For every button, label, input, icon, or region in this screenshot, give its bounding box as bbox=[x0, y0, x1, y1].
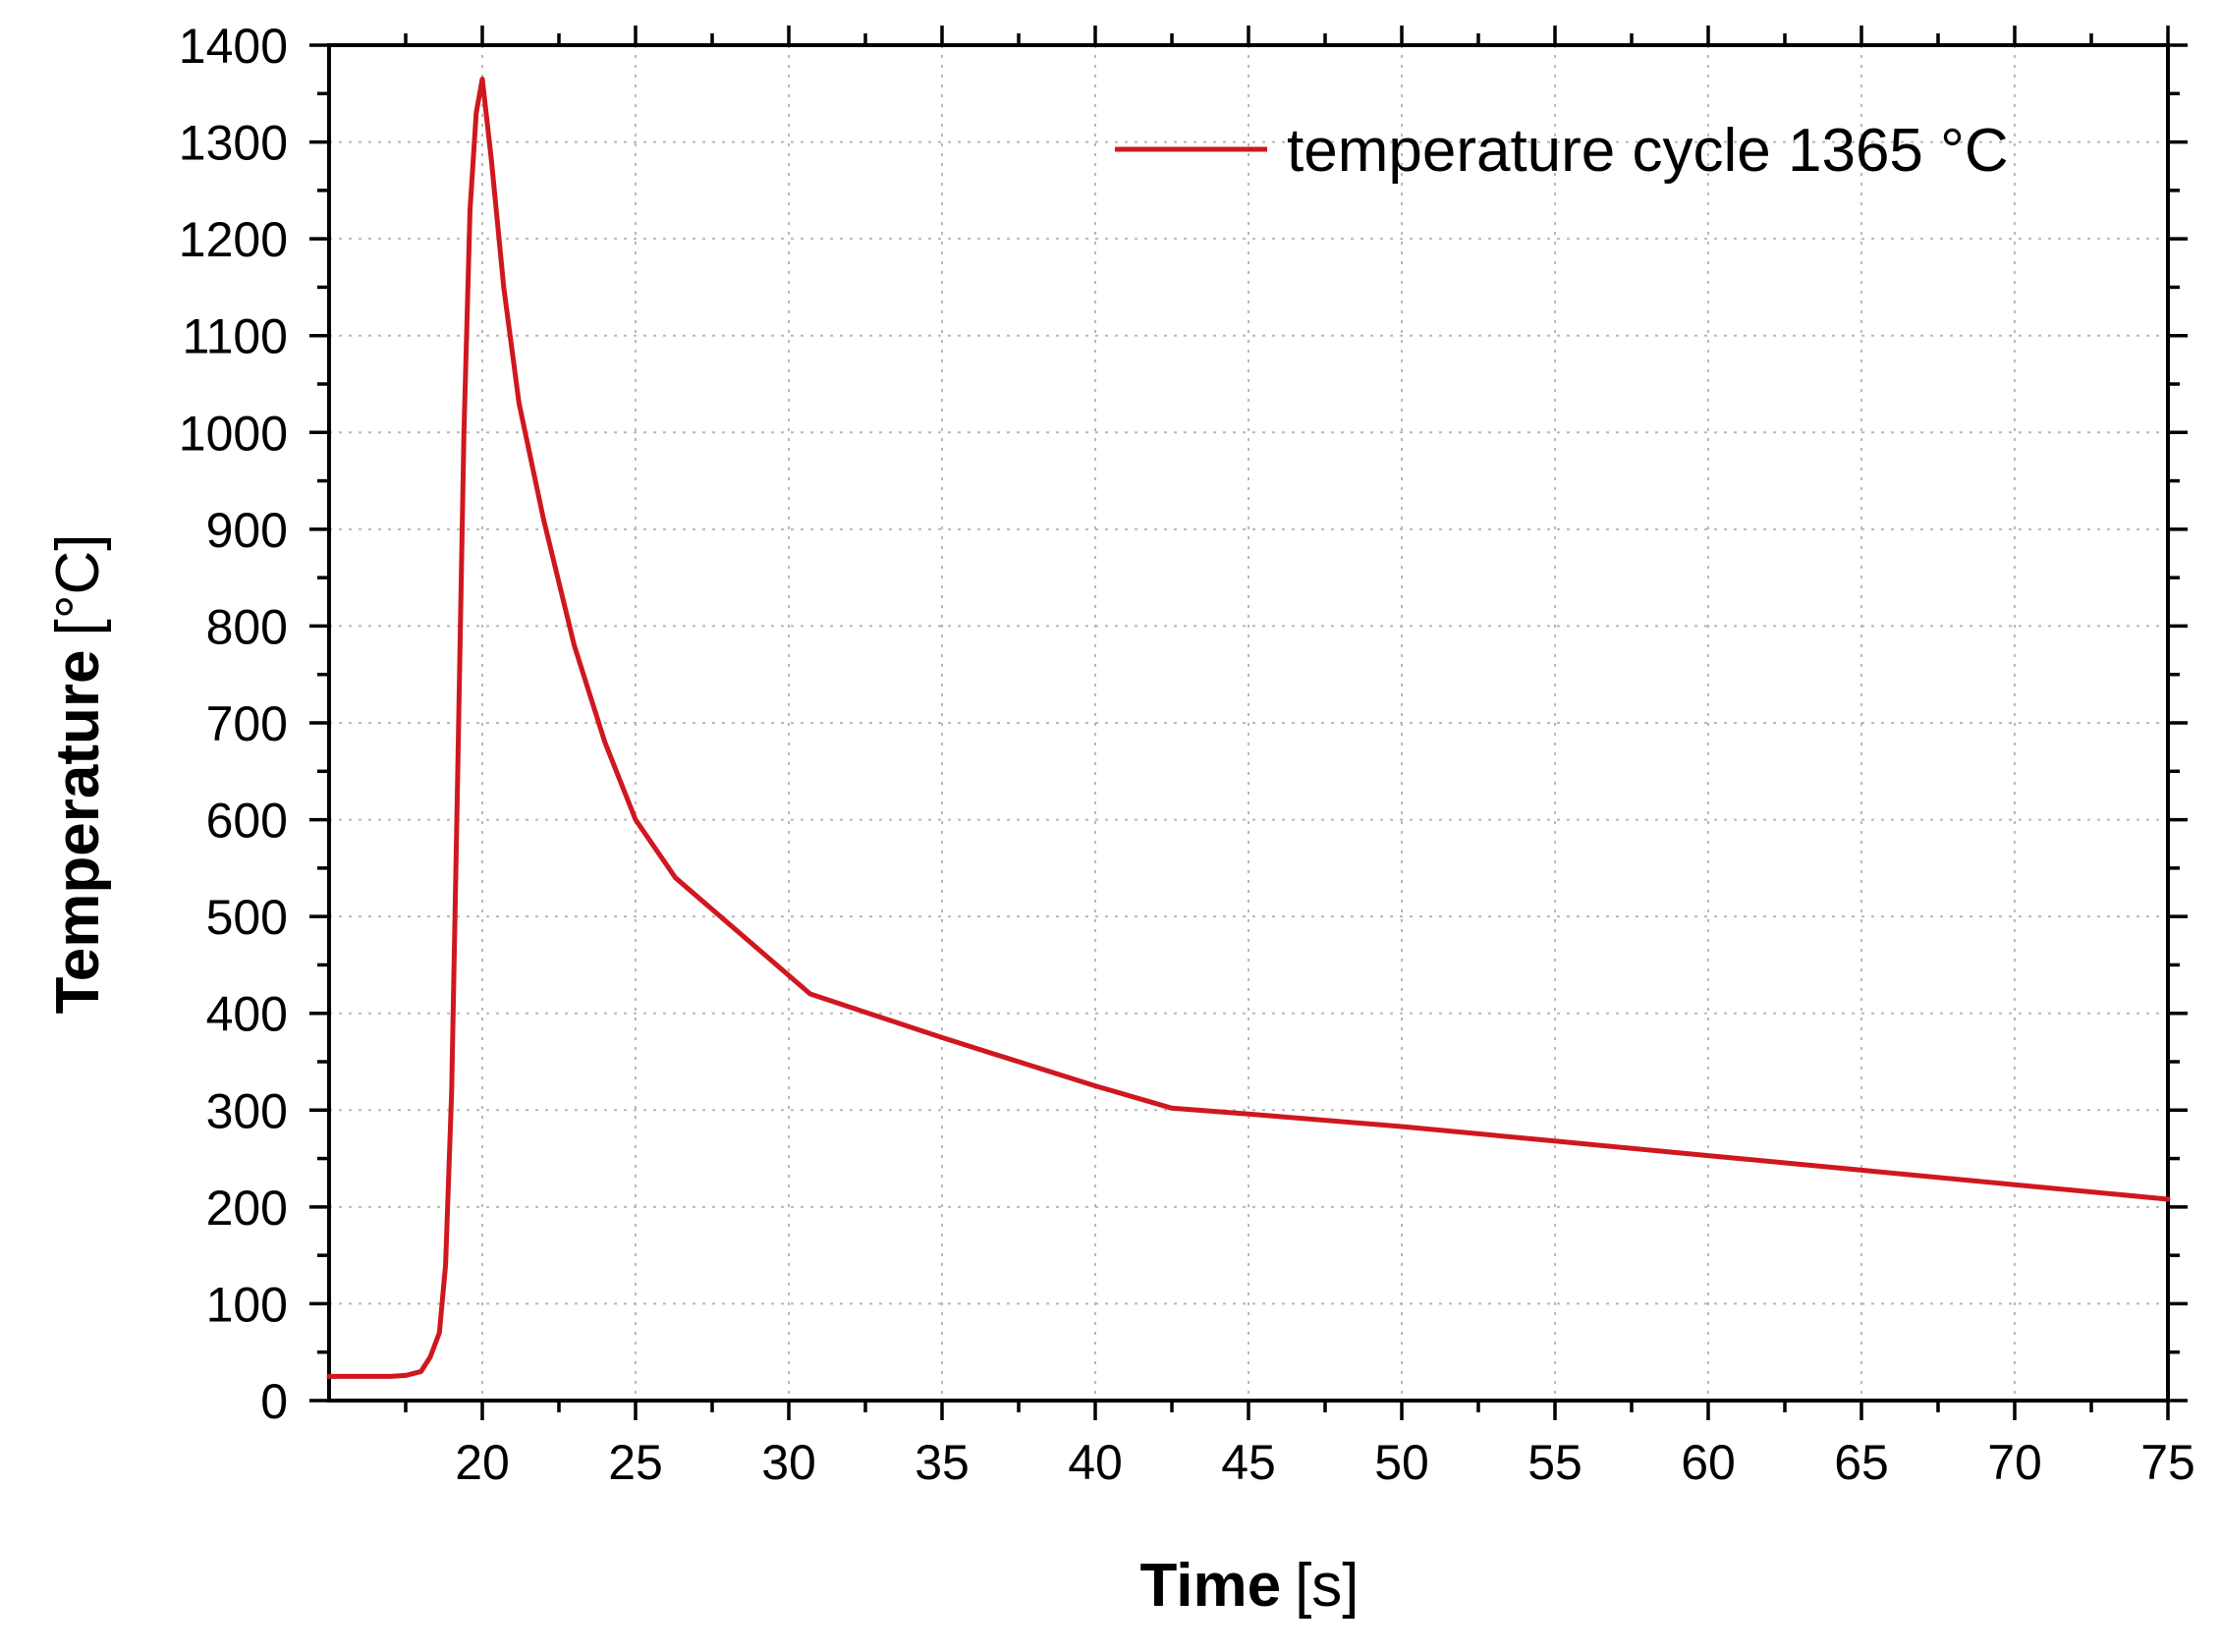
y-tick-label: 1400 bbox=[179, 19, 288, 74]
x-tick-label: 70 bbox=[1987, 1435, 2042, 1490]
y-tick-label: 0 bbox=[260, 1374, 288, 1429]
plot-frame bbox=[327, 43, 2170, 1403]
x-tick-label: 50 bbox=[1374, 1435, 1429, 1490]
x-tick-label: 25 bbox=[608, 1435, 663, 1490]
y-axis-title-main: Temperature bbox=[44, 650, 112, 1015]
y-axis-title-unit: [°C] bbox=[44, 533, 112, 635]
x-tick-label: 20 bbox=[455, 1435, 510, 1490]
series-line-temperature-cycle bbox=[326, 77, 2171, 1379]
y-tick-label: 500 bbox=[206, 890, 288, 945]
y-tick-label: 1300 bbox=[179, 116, 288, 171]
x-axis-title-unit: [s] bbox=[1295, 1552, 1359, 1620]
axis-ticks bbox=[309, 26, 2188, 1420]
y-tick-label: 200 bbox=[206, 1181, 288, 1236]
y-tick-label: 1000 bbox=[179, 406, 288, 461]
y-tick-label: 800 bbox=[206, 599, 288, 654]
y-tick-label: 900 bbox=[206, 503, 288, 558]
x-tick-label: 45 bbox=[1221, 1435, 1276, 1490]
x-tick-label: 60 bbox=[1681, 1435, 1736, 1490]
grid bbox=[329, 45, 2168, 1401]
y-tick-label: 1100 bbox=[182, 309, 288, 364]
y-tick-label: 1200 bbox=[179, 212, 288, 267]
x-tick-label: 40 bbox=[1068, 1435, 1123, 1490]
x-tick-label: 75 bbox=[2140, 1435, 2195, 1490]
legend: temperature cycle 1365 °C bbox=[1115, 117, 2009, 185]
y-tick-labels: 0 100 200 300 400 500 600 700 800 900 1000 1100 1200… bbox=[179, 19, 288, 1429]
y-tick-label: 400 bbox=[206, 987, 288, 1042]
y-tick-label: 600 bbox=[206, 794, 288, 849]
x-tick-label: 55 bbox=[1527, 1435, 1582, 1490]
x-tick-labels: 20 25 30 35 40 45 50 55 60 65 70 75 bbox=[455, 1435, 2195, 1490]
y-tick-label: 700 bbox=[206, 696, 288, 751]
y-axis-title: Temperature [°C] bbox=[44, 533, 112, 1014]
x-tick-label: 65 bbox=[1834, 1435, 1889, 1490]
x-axis-title: Time [s] bbox=[1139, 1552, 1359, 1620]
y-tick-label: 300 bbox=[206, 1083, 288, 1138]
x-tick-label: 30 bbox=[761, 1435, 816, 1490]
legend-label: temperature cycle 1365 °C bbox=[1287, 117, 2009, 185]
x-tick-label: 35 bbox=[915, 1435, 970, 1490]
x-axis-title-main: Time bbox=[1139, 1552, 1281, 1620]
y-tick-label: 100 bbox=[206, 1277, 288, 1332]
